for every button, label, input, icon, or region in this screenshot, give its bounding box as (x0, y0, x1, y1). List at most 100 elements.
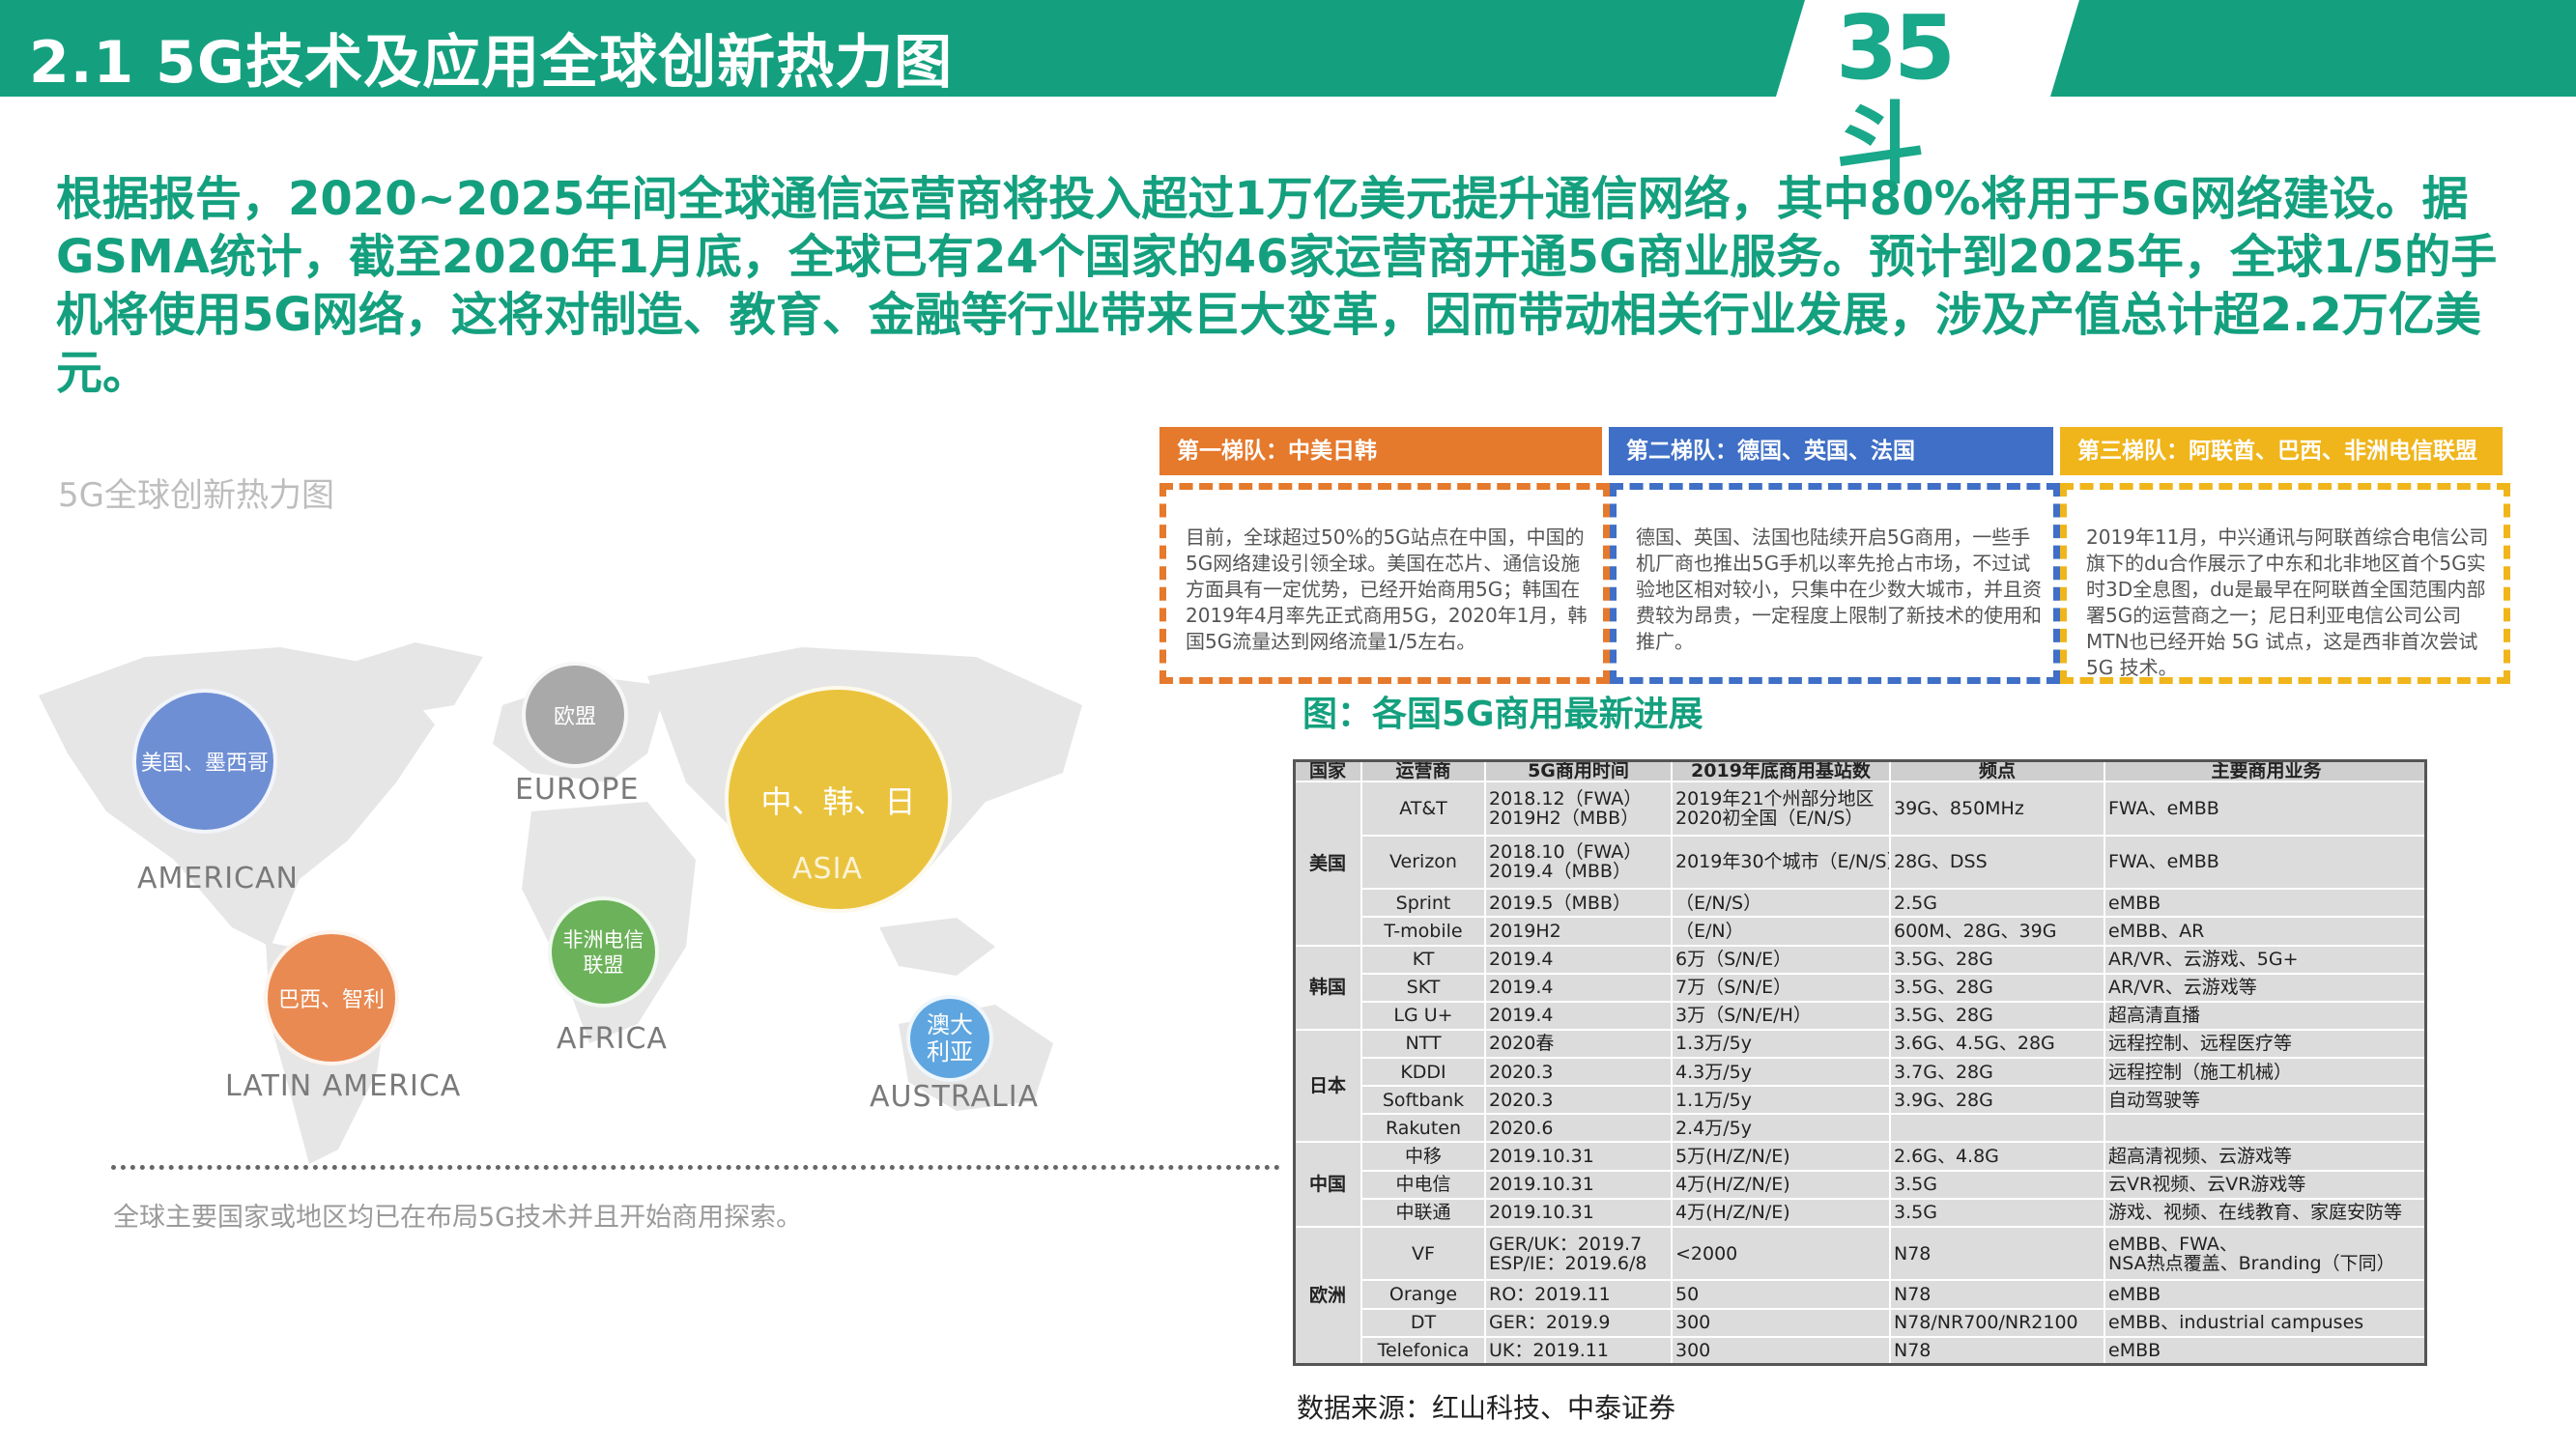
region-label-africa: AFRICA (557, 1022, 668, 1056)
intro-paragraph: 根据报告，2020~2025年间全球通信运营商将投入超过1万亿美元提升通信网络，… (56, 172, 2498, 400)
table-cell: 28G、DSS (1889, 834, 2105, 891)
table-cell: 2019年30个城市（E/N/S） (1671, 834, 1891, 891)
table-cell: 4.3万/5y (1671, 1056, 1891, 1088)
table-header-row: 国家 运营商 5G商用时间 2019年底商用基站数 频点 主要商用业务 (1293, 759, 2429, 782)
table-cell: 自动驾驶等 (2104, 1085, 2429, 1116)
tier-2-body: 德国、英国、法国也陆续开启5G商用，一些手机厂商也推出5G手机以率先抢占市场，不… (1610, 483, 2060, 684)
table-cell: N78 (1889, 1335, 2105, 1367)
table-cell: 2018.10（FWA） 2019.4（MBB） (1484, 834, 1673, 891)
data-source: 数据来源：红山科技、中泰证券 (1297, 1392, 1676, 1424)
tier-3-header: 第三梯队：阿联酋、巴西、非洲电信联盟 (2060, 427, 2503, 475)
table-cell: 2020.6 (1484, 1113, 1673, 1144)
table-cell: N78/NR700/NR2100 (1889, 1307, 2105, 1338)
table-cell: 2019.4 (1484, 972, 1673, 1003)
table-row: Rakuten 2020.6 2.4万/5y (1294, 1113, 2429, 1144)
table-row: 中联通 2019.10.31 4万(H/Z/N/E) 3.5G 游戏、视频、在线教育、家… (1294, 1197, 2429, 1228)
table-cell: 2019.4 (1484, 944, 1673, 975)
map-note: 全球主要国家或地区均已在布局5G技术并且开始商用探索。 (113, 1203, 803, 1233)
country-cell: 中国 (1293, 1141, 1362, 1228)
country-cell: 日本 (1293, 1028, 1362, 1144)
country-cell: 欧洲 (1293, 1225, 1362, 1367)
table-cell: <2000 (1671, 1225, 1891, 1282)
table-cell: 1.1万/5y (1671, 1085, 1891, 1116)
bubble-africa: 非洲电信联盟 (548, 896, 659, 1008)
table-cell: 3.7G、28G (1889, 1056, 2105, 1088)
table-cell: （E/N/S） (1671, 888, 1891, 919)
table-header-cell: 主要商用业务 (2104, 759, 2429, 782)
table-cell: 远程控制（施工机械） (2104, 1056, 2429, 1088)
bubble-asia: 中、韩、日 (725, 686, 952, 913)
operator-cell: Orange (1360, 1279, 1486, 1310)
region-label-europe: EUROPE (515, 773, 640, 807)
table-cell: 3万（S/N/E/H） (1671, 1000, 1891, 1031)
bubble-latin-america: 巴西、智利 (264, 930, 399, 1065)
table-cell: 超高清直播 (2104, 1000, 2429, 1031)
table-row: 中电信 2019.10.31 4万(H/Z/N/E) 3.5G 云VR视频、云VR游戏等 (1294, 1169, 2429, 1200)
table-cell: FWA、eMBB (2104, 834, 2429, 891)
table-cell: 2.5G (1889, 888, 2105, 919)
operator-cell: Rakuten (1360, 1113, 1486, 1144)
table-row: 美国 AT&T 2018.12（FWA） 2019H2（MBB） 2019年21个州部分… (1293, 781, 2429, 947)
table-cell: eMBB、industrial campuses (2104, 1307, 2429, 1338)
table-header-cell: 频点 (1889, 759, 2105, 782)
table-row: Telefonica UK：2019.11 300 N78 eMBB (1294, 1335, 2429, 1367)
table-cell: 3.5G (1889, 1169, 2105, 1200)
tier-1-header: 第一梯队：中美日韩 (1159, 427, 1602, 475)
operator-cell: 中电信 (1360, 1169, 1486, 1200)
table-cell: 3.6G、4.5G、28G (1889, 1028, 2105, 1060)
table-cell: 600M、28G、39G (1889, 916, 2105, 947)
operator-cell: Softbank (1360, 1085, 1486, 1116)
table-row: 韩国 KT 2019.4 6万（S/N/E） 3.5G、28G AR/VR、云游戏、5G+ (1293, 944, 2429, 1031)
operator-cell: KT (1360, 944, 1486, 975)
table-cell: 1.3万/5y (1671, 1028, 1891, 1060)
table-cell: UK：2019.11 (1484, 1335, 1673, 1367)
map-title: 5G全球创新热力图 (58, 476, 334, 515)
table-cell: 2019.10.31 (1484, 1197, 1673, 1228)
header-background (0, 0, 2576, 97)
table-cell: AR/VR、云游戏等 (2104, 972, 2429, 1003)
operator-cell: LG U+ (1360, 1000, 1486, 1031)
table-caption: 图：各国5G商用最新进展 (1302, 695, 1703, 734)
operator-cell: Verizon (1360, 834, 1486, 891)
operator-cell: KDDI (1360, 1056, 1486, 1088)
table-row: Verizon 2018.10（FWA） 2019.4（MBB） 2019年30个城市… (1294, 834, 2429, 891)
operator-cell: SKT (1360, 972, 1486, 1003)
table-cell: 2019.10.31 (1484, 1169, 1673, 1200)
operator-cell: Telefonica (1360, 1335, 1486, 1367)
logo: 35斗 (1836, 0, 1956, 196)
table-cell: FWA、eMBB (2104, 781, 2429, 837)
bubble-australia: 澳大利亚 (906, 995, 993, 1082)
table-row: 欧洲 VF GER/UK：2019.7 ESP/IE：2019.6/8 <2000 N78… (1293, 1225, 2429, 1367)
table-cell: 5万(H/Z/N/E) (1671, 1141, 1891, 1172)
operator-cell: 中移 (1360, 1141, 1486, 1172)
tier-1-body: 目前，全球超过50%的5G站点在中国，中国的5G网络建设引领全球。美国在芯片、通… (1159, 483, 1610, 684)
table-row: DT GER：2019.9 300 N78/NR700/NR2100 eMBB、indu… (1294, 1307, 2429, 1338)
table-cell: 2019.5（MBB） (1484, 888, 1673, 919)
table-header-cell: 国家 (1293, 759, 1362, 782)
table-cell: 2019H2 (1484, 916, 1673, 947)
table-header-cell: 运营商 (1360, 759, 1486, 782)
table-cell (2104, 1113, 2429, 1144)
table-cell: N78 (1889, 1225, 2105, 1282)
table-cell: 50 (1671, 1279, 1891, 1310)
table-row: KDDI 2020.3 4.3万/5y 3.7G、28G 远程控制（施工机械） (1294, 1056, 2429, 1088)
table-cell: 远程控制、远程医疗等 (2104, 1028, 2429, 1060)
table-cell: eMBB、FWA、 NSA热点覆盖、Branding（下同） (2104, 1225, 2429, 1282)
table-row: 中国 中移 2019.10.31 5万(H/Z/N/E) 2.6G、4.8G 超高清视频、… (1293, 1141, 2429, 1228)
table-cell: 2020.3 (1484, 1056, 1673, 1088)
table-cell: 4万(H/Z/N/E) (1671, 1197, 1891, 1228)
operator-cell: DT (1360, 1307, 1486, 1338)
table-cell: 2019年21个州部分地区 2020初全国（E/N/S） (1671, 781, 1891, 837)
table-cell: 2020春 (1484, 1028, 1673, 1060)
operator-cell: 中联通 (1360, 1197, 1486, 1228)
header-bar: 2.1 5G技术及应用全球创新热力图 35斗 (0, 0, 2576, 196)
table-header-cell: 5G商用时间 (1484, 759, 1673, 782)
table-cell: 超高清视频、云游戏等 (2104, 1141, 2429, 1172)
table-cell: 2019.10.31 (1484, 1141, 1673, 1172)
table-cell: 3.5G、28G (1889, 944, 2105, 975)
table-cell: 39G、850MHz (1889, 781, 2105, 837)
operator-cell: T-mobile (1360, 916, 1486, 947)
table-cell: 游戏、视频、在线教育、家庭安防等 (2104, 1197, 2429, 1228)
table-cell: eMBB、AR (2104, 916, 2429, 947)
table-cell: 3.5G、28G (1889, 972, 2105, 1003)
